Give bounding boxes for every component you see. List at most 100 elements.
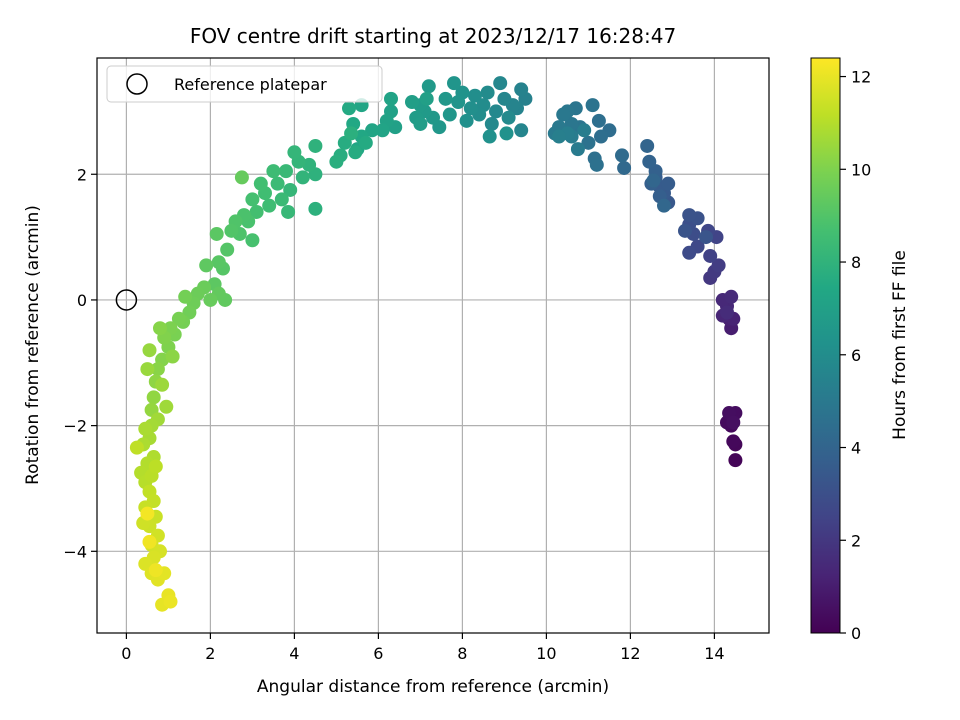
data-point: [570, 142, 585, 157]
data-point: [138, 421, 153, 436]
data-point: [148, 563, 163, 578]
data-point: [308, 201, 323, 216]
data-point: [153, 321, 167, 336]
data-point: [199, 258, 214, 273]
x-tick-label: 14: [704, 644, 724, 663]
data-point: [249, 204, 264, 219]
data-point: [499, 126, 514, 141]
data-point: [146, 390, 161, 405]
legend: Reference platepar: [106, 65, 383, 103]
data-point: [209, 226, 224, 241]
data-point: [148, 459, 163, 474]
data-point: [274, 192, 289, 207]
data-point: [484, 116, 499, 131]
data-point: [163, 594, 178, 609]
legend-label: Reference platepar: [174, 75, 327, 94]
colorbar-tick-label: 0: [851, 624, 861, 643]
data-point: [159, 399, 174, 414]
x-tick-label: 12: [620, 644, 640, 663]
data-point: [447, 76, 461, 91]
data-point: [657, 198, 671, 213]
data-point: [211, 255, 226, 270]
colorbar-label: Hours from first FF file: [890, 250, 910, 440]
data-point: [591, 113, 606, 128]
chart-title: FOV centre drift starting at 2023/12/17 …: [190, 24, 676, 48]
data-point: [682, 208, 697, 223]
data-point: [711, 258, 726, 273]
data-point: [203, 292, 218, 307]
data-point: [384, 91, 398, 106]
data-points: [129, 76, 743, 612]
data-point: [279, 164, 293, 179]
data-point: [514, 82, 529, 97]
data-point: [661, 176, 676, 191]
data-point: [245, 233, 260, 248]
x-tick-label: 0: [121, 644, 131, 663]
colorbar: [810, 57, 841, 634]
data-point: [375, 123, 390, 138]
data-point: [594, 129, 608, 144]
data-point: [493, 76, 508, 91]
data-point: [699, 230, 713, 245]
data-point: [442, 107, 457, 122]
x-tick-label: 8: [457, 644, 467, 663]
y-axis-ticks: −4 −2 0 2: [63, 165, 97, 561]
y-tick-label: −2: [63, 417, 87, 436]
data-point: [459, 113, 474, 128]
data-point: [646, 173, 661, 188]
data-point: [413, 116, 428, 131]
data-point: [501, 110, 516, 125]
data-point: [348, 145, 363, 160]
data-point: [178, 289, 193, 304]
data-point: [726, 434, 741, 449]
colorbar-tick-label: 10: [851, 160, 871, 179]
data-point: [171, 311, 186, 326]
data-point: [682, 245, 697, 260]
data-point: [405, 94, 419, 109]
data-point: [155, 377, 170, 392]
data-point: [142, 343, 157, 358]
y-axis-label: Rotation from reference (arcmin): [23, 205, 43, 485]
data-point: [556, 107, 571, 122]
data-point: [245, 192, 260, 207]
data-point: [589, 157, 604, 172]
data-point: [552, 129, 566, 144]
data-point: [678, 223, 692, 238]
data-point: [514, 123, 529, 138]
data-point: [728, 453, 743, 468]
x-tick-label: 4: [289, 644, 299, 663]
data-point: [142, 534, 157, 549]
x-tick-label: 10: [536, 644, 556, 663]
colorbar-ticks: 0 2 4 6 8 10 12: [840, 68, 871, 643]
data-point: [497, 91, 512, 106]
data-point: [129, 440, 144, 455]
data-point: [295, 170, 310, 185]
data-point: [358, 135, 373, 150]
plot-frame: [96, 57, 770, 634]
data-point: [421, 79, 436, 94]
data-point: [140, 362, 155, 377]
data-point: [165, 349, 180, 364]
colorbar-tick-label: 6: [851, 346, 861, 365]
legend-marker: [126, 73, 148, 95]
data-point: [329, 154, 344, 169]
y-tick-label: 2: [77, 165, 87, 184]
data-point: [480, 85, 495, 100]
data-point: [281, 204, 296, 219]
data-point: [615, 148, 629, 163]
data-point: [640, 138, 655, 153]
x-tick-label: 6: [373, 644, 383, 663]
data-point: [585, 98, 600, 113]
data-point: [726, 415, 741, 430]
data-point: [489, 104, 503, 119]
x-tick-label: 2: [205, 644, 215, 663]
data-point: [724, 289, 739, 304]
data-point: [451, 94, 466, 109]
y-tick-label: 0: [77, 291, 87, 310]
colorbar-tick-label: 12: [851, 68, 871, 87]
data-point: [266, 164, 281, 179]
data-point: [287, 145, 302, 160]
data-point: [150, 362, 165, 377]
data-point: [224, 223, 239, 238]
reference-platepar-marker: [115, 289, 138, 311]
